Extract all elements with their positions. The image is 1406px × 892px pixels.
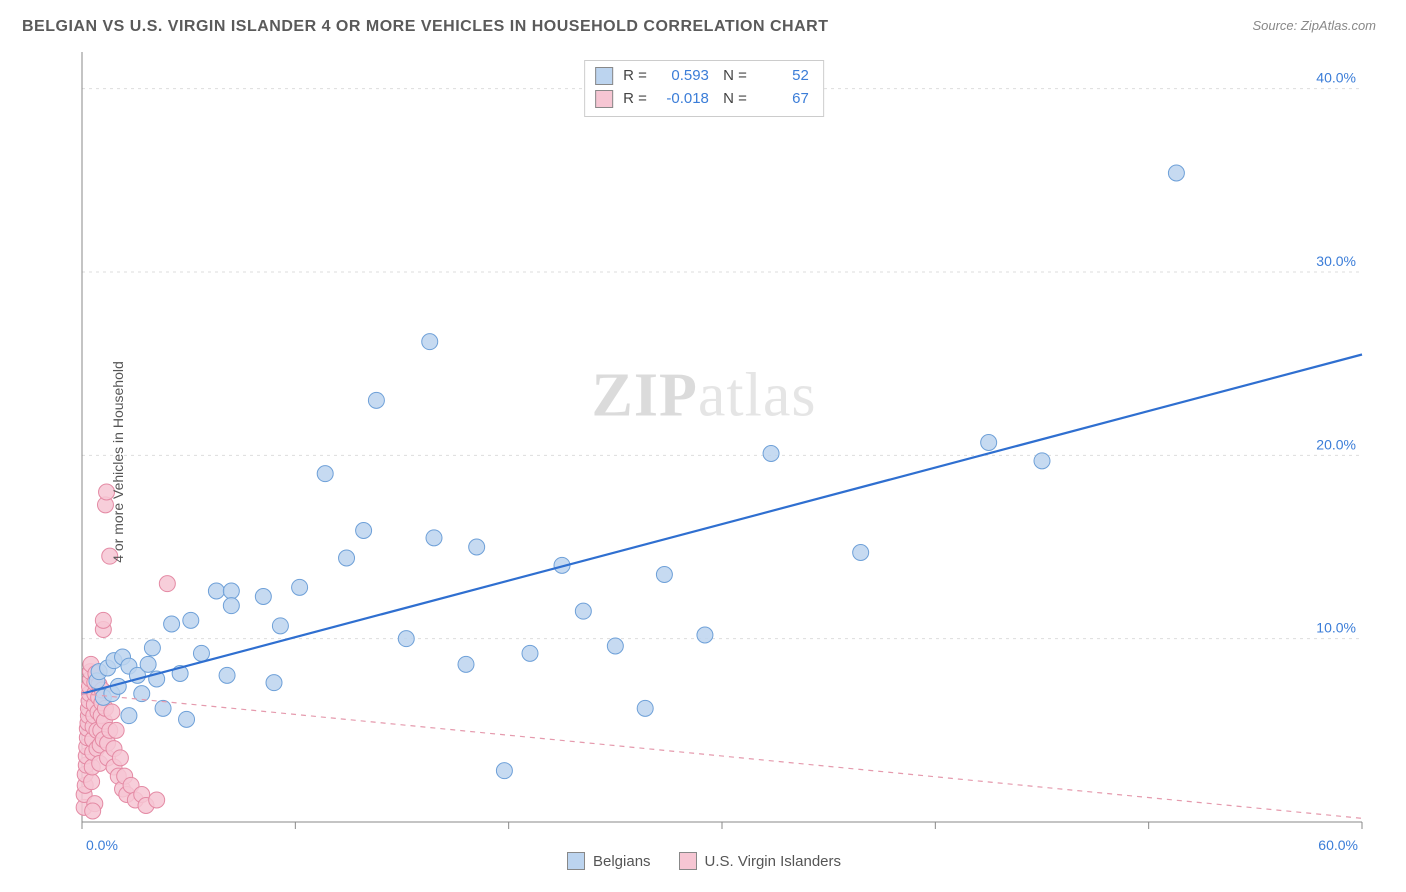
svg-text:20.0%: 20.0% <box>1316 436 1356 452</box>
n-value-usvi: 67 <box>757 88 809 111</box>
svg-text:10.0%: 10.0% <box>1316 620 1356 636</box>
source-attribution: Source: ZipAtlas.com <box>1252 18 1376 33</box>
r-value-belgians: 0.593 <box>657 65 709 88</box>
svg-text:30.0%: 30.0% <box>1316 253 1356 269</box>
swatch-belgians <box>595 67 613 85</box>
svg-text:60.0%: 60.0% <box>1318 837 1358 853</box>
stats-row-belgians: R = 0.593 N = 52 <box>595 65 809 88</box>
stats-row-usvi: R = -0.018 N = 67 <box>595 88 809 111</box>
legend-item-belgians: Belgians <box>567 852 651 870</box>
swatch-usvi <box>595 90 613 108</box>
scatter-plot: 10.0% 20.0% 30.0% 40.0% 0.0% 60.0% <box>22 52 1386 872</box>
legend-item-usvi: U.S. Virgin Islanders <box>679 852 841 870</box>
stats-box: R = 0.593 N = 52 R = -0.018 N = 67 <box>584 60 824 117</box>
legend-label-belgians: Belgians <box>593 853 651 870</box>
svg-text:40.0%: 40.0% <box>1316 70 1356 86</box>
y-axis-label: 4 or more Vehicles in Household <box>110 361 126 563</box>
chart-title: BELGIAN VS U.S. VIRGIN ISLANDER 4 OR MOR… <box>22 18 828 36</box>
r-value-usvi: -0.018 <box>657 88 709 111</box>
svg-text:0.0%: 0.0% <box>86 837 118 853</box>
legend-swatch-usvi <box>679 852 697 870</box>
legend-swatch-belgians <box>567 852 585 870</box>
n-value-belgians: 52 <box>757 65 809 88</box>
bottom-legend: Belgians U.S. Virgin Islanders <box>567 852 841 870</box>
chart-container: 4 or more Vehicles in Household ZIPatlas… <box>22 52 1386 872</box>
legend-label-usvi: U.S. Virgin Islanders <box>705 853 841 870</box>
